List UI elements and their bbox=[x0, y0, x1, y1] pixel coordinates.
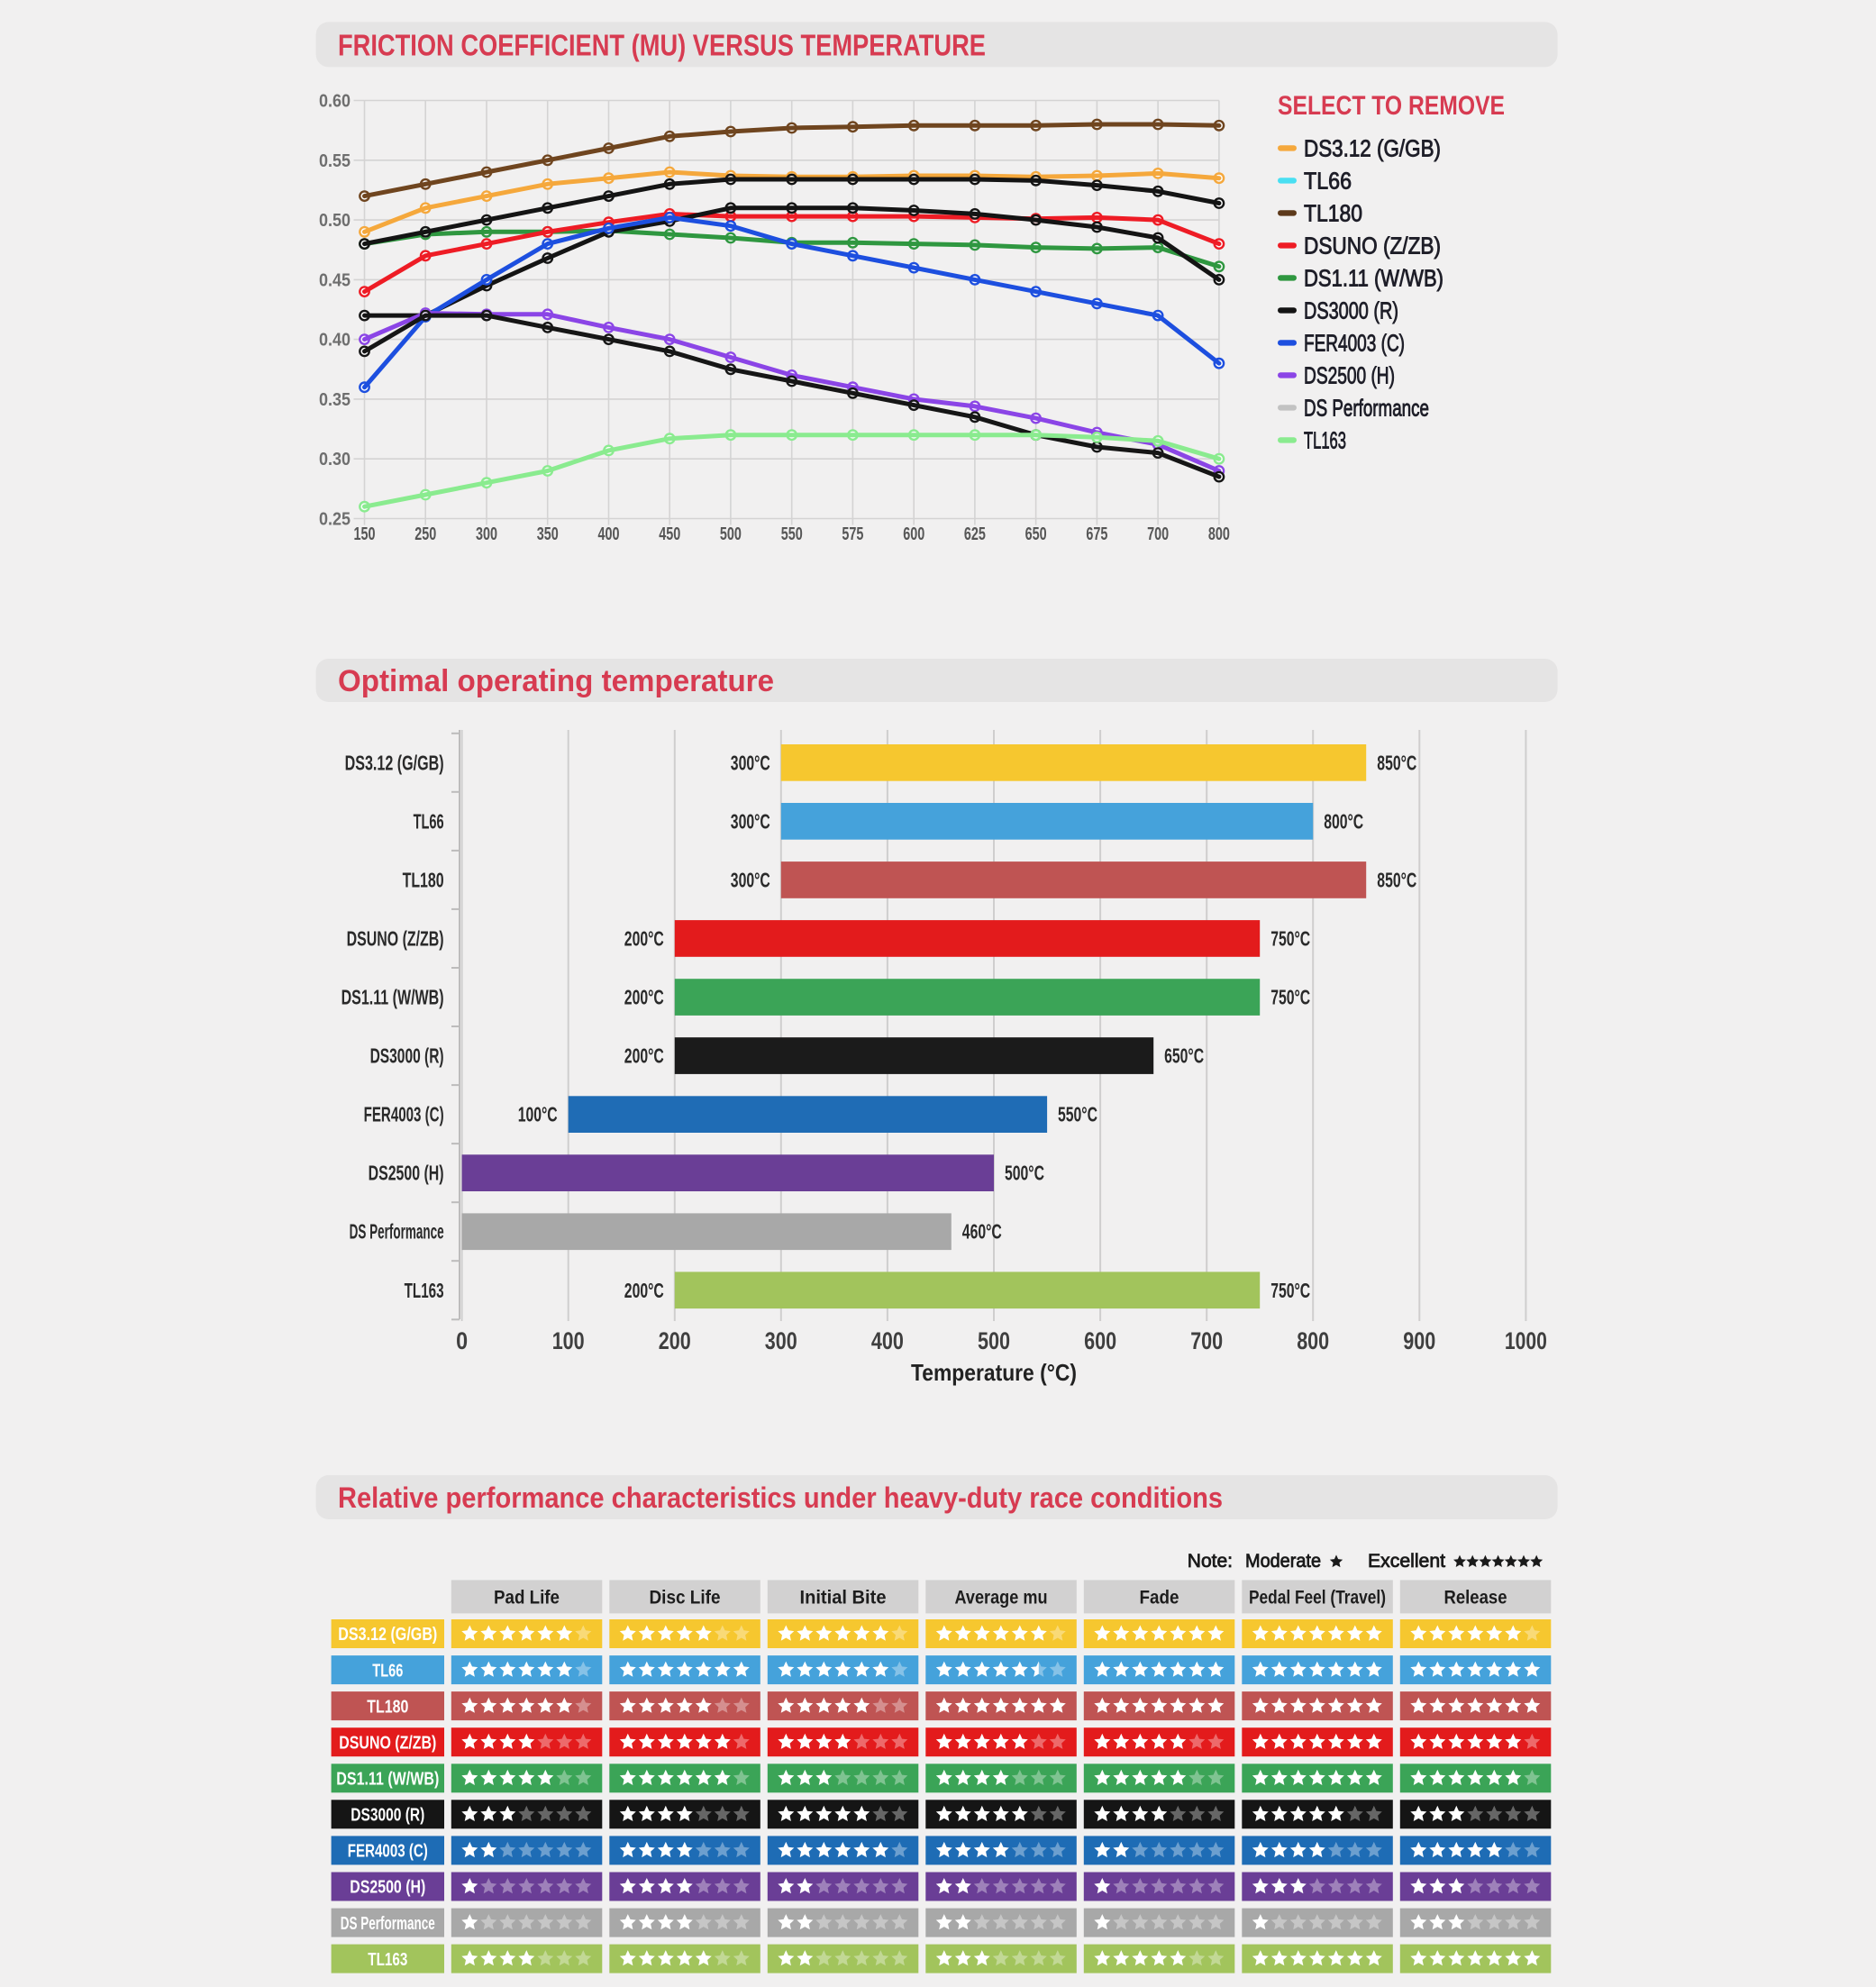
svg-text:450: 450 bbox=[659, 524, 680, 544]
svg-text:650: 650 bbox=[1025, 524, 1047, 544]
svg-text:Fade: Fade bbox=[1140, 1587, 1179, 1608]
svg-text:DS3000 (R): DS3000 (R) bbox=[370, 1044, 444, 1068]
svg-text:100: 100 bbox=[552, 1327, 585, 1354]
svg-text:DS3000 (R): DS3000 (R) bbox=[351, 1806, 424, 1826]
svg-text:0.40: 0.40 bbox=[319, 331, 351, 351]
svg-text:675: 675 bbox=[1086, 524, 1107, 544]
svg-text:300°C: 300°C bbox=[731, 751, 770, 774]
svg-text:150: 150 bbox=[354, 524, 376, 544]
svg-text:0.60: 0.60 bbox=[319, 92, 351, 112]
svg-text:Initial Bite: Initial Bite bbox=[800, 1587, 887, 1608]
svg-text:0.55: 0.55 bbox=[319, 151, 351, 171]
svg-text:900: 900 bbox=[1403, 1327, 1435, 1354]
svg-text:300°C: 300°C bbox=[731, 809, 770, 833]
svg-text:700: 700 bbox=[1190, 1327, 1223, 1354]
svg-text:FER4003 (C): FER4003 (C) bbox=[348, 1842, 428, 1862]
svg-text:100°C: 100°C bbox=[518, 1103, 558, 1126]
svg-text:Moderate: Moderate bbox=[1245, 1551, 1321, 1572]
svg-text:0.50: 0.50 bbox=[319, 211, 351, 231]
svg-text:Note:: Note: bbox=[1188, 1551, 1233, 1572]
svg-text:SELECT TO REMOVE: SELECT TO REMOVE bbox=[1278, 91, 1505, 121]
svg-text:DS Performance: DS Performance bbox=[341, 1914, 435, 1934]
svg-text:DS Performance: DS Performance bbox=[1304, 394, 1429, 421]
svg-text:DS3.12 (G/GB): DS3.12 (G/GB) bbox=[345, 751, 444, 774]
svg-text:Optimal operating temperature: Optimal operating temperature bbox=[338, 664, 774, 698]
svg-text:800: 800 bbox=[1297, 1327, 1329, 1354]
svg-text:DS1.11 (W/WB): DS1.11 (W/WB) bbox=[336, 1770, 439, 1790]
svg-text:575: 575 bbox=[842, 524, 863, 544]
svg-text:300: 300 bbox=[765, 1327, 797, 1354]
svg-text:DS2500 (H): DS2500 (H) bbox=[350, 1878, 425, 1898]
svg-text:460°C: 460°C bbox=[962, 1220, 1002, 1244]
svg-text:650°C: 650°C bbox=[1164, 1044, 1204, 1068]
svg-text:200°C: 200°C bbox=[624, 927, 664, 951]
svg-text:Release: Release bbox=[1444, 1587, 1507, 1608]
svg-text:350: 350 bbox=[537, 524, 559, 544]
svg-text:200°C: 200°C bbox=[624, 1279, 664, 1302]
svg-text:DS Performance: DS Performance bbox=[350, 1220, 444, 1244]
svg-text:TL163: TL163 bbox=[368, 1950, 407, 1970]
svg-text:500°C: 500°C bbox=[1005, 1162, 1044, 1185]
svg-text:0.25: 0.25 bbox=[319, 510, 351, 530]
svg-text:300°C: 300°C bbox=[731, 868, 770, 891]
svg-text:DS1.11 (W/WB): DS1.11 (W/WB) bbox=[342, 986, 444, 1009]
svg-text:TL180: TL180 bbox=[1304, 199, 1362, 226]
svg-text:600: 600 bbox=[1084, 1327, 1116, 1354]
svg-text:DS3.12 (G/GB): DS3.12 (G/GB) bbox=[1304, 134, 1441, 161]
svg-text:TL66: TL66 bbox=[1304, 167, 1352, 194]
svg-text:TL66: TL66 bbox=[372, 1661, 403, 1681]
svg-text:DS2500 (H): DS2500 (H) bbox=[369, 1162, 444, 1185]
svg-text:Pad Life: Pad Life bbox=[494, 1587, 560, 1608]
svg-text:DS1.11 (W/WB): DS1.11 (W/WB) bbox=[1304, 264, 1443, 291]
svg-text:0: 0 bbox=[456, 1327, 468, 1354]
svg-text:0.35: 0.35 bbox=[319, 390, 351, 410]
svg-text:500: 500 bbox=[720, 524, 742, 544]
svg-text:550: 550 bbox=[781, 524, 803, 544]
svg-text:DS3000 (R): DS3000 (R) bbox=[1304, 296, 1398, 324]
svg-text:DSUNO (Z/ZB): DSUNO (Z/ZB) bbox=[1304, 232, 1441, 259]
svg-text:Pedal Feel (Travel): Pedal Feel (Travel) bbox=[1249, 1587, 1386, 1608]
svg-text:400: 400 bbox=[598, 524, 620, 544]
svg-text:Relative performance character: Relative performance characteristics und… bbox=[338, 1481, 1223, 1514]
svg-text:FRICTION COEFFICIENT (MU) VERS: FRICTION COEFFICIENT (MU) VERSUS TEMPERA… bbox=[338, 28, 986, 61]
svg-text:250: 250 bbox=[414, 524, 436, 544]
svg-text:800: 800 bbox=[1208, 524, 1230, 544]
svg-text:700: 700 bbox=[1147, 524, 1169, 544]
svg-text:Excellent: Excellent bbox=[1368, 1551, 1445, 1572]
svg-text:750°C: 750°C bbox=[1270, 927, 1310, 951]
svg-text:200°C: 200°C bbox=[624, 986, 664, 1009]
svg-text:200°C: 200°C bbox=[624, 1044, 664, 1068]
svg-text:Temperature (°C): Temperature (°C) bbox=[911, 1359, 1077, 1386]
svg-text:0.30: 0.30 bbox=[319, 450, 351, 469]
svg-text:800°C: 800°C bbox=[1324, 809, 1363, 833]
svg-text:200: 200 bbox=[659, 1327, 691, 1354]
svg-text:TL66: TL66 bbox=[414, 809, 444, 833]
svg-text:FER4003 (C): FER4003 (C) bbox=[364, 1103, 444, 1126]
svg-text:TL163: TL163 bbox=[405, 1279, 444, 1302]
svg-text:625: 625 bbox=[964, 524, 986, 544]
svg-text:DS2500 (H): DS2500 (H) bbox=[1304, 361, 1395, 388]
svg-text:FER4003 (C): FER4003 (C) bbox=[1304, 329, 1405, 356]
svg-text:1000: 1000 bbox=[1505, 1327, 1547, 1354]
svg-text:0.45: 0.45 bbox=[319, 270, 351, 290]
svg-text:DS3.12 (G/GB): DS3.12 (G/GB) bbox=[338, 1625, 437, 1645]
svg-text:Average mu: Average mu bbox=[955, 1587, 1048, 1608]
svg-text:850°C: 850°C bbox=[1377, 751, 1416, 774]
svg-text:DSUNO (Z/ZB): DSUNO (Z/ZB) bbox=[339, 1733, 436, 1753]
svg-text:400: 400 bbox=[871, 1327, 904, 1354]
svg-text:750°C: 750°C bbox=[1270, 986, 1310, 1009]
svg-text:550°C: 550°C bbox=[1058, 1103, 1097, 1126]
svg-text:TL180: TL180 bbox=[367, 1697, 408, 1717]
svg-text:850°C: 850°C bbox=[1377, 868, 1416, 891]
svg-text:Disc Life: Disc Life bbox=[650, 1587, 721, 1608]
svg-text:DSUNO (Z/ZB): DSUNO (Z/ZB) bbox=[347, 927, 444, 951]
svg-text:600: 600 bbox=[903, 524, 924, 544]
svg-text:TL180: TL180 bbox=[403, 868, 444, 891]
svg-text:500: 500 bbox=[978, 1327, 1010, 1354]
svg-text:750°C: 750°C bbox=[1270, 1279, 1310, 1302]
svg-text:TL163: TL163 bbox=[1304, 426, 1346, 453]
svg-text:300: 300 bbox=[476, 524, 497, 544]
